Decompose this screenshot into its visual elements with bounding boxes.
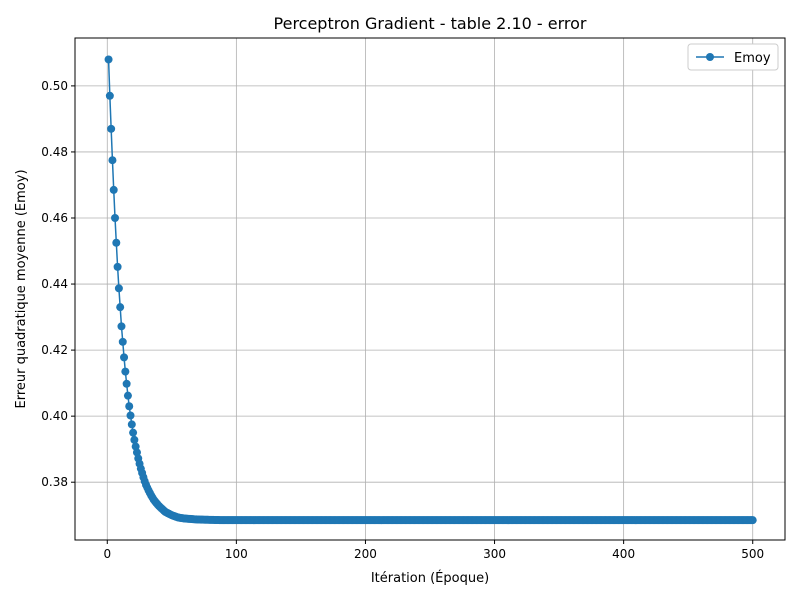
data-point	[109, 185, 118, 194]
data-point	[113, 262, 122, 271]
data-point	[121, 367, 130, 376]
chart-title: Perceptron Gradient - table 2.10 - error	[274, 14, 587, 33]
y-tick-label: 0.46	[41, 211, 68, 225]
data-point	[105, 91, 114, 100]
data-point	[120, 353, 129, 362]
legend-box	[687, 43, 779, 71]
data-point	[131, 442, 140, 451]
data-point	[127, 420, 136, 429]
data-point	[122, 379, 131, 388]
series-layer	[104, 55, 757, 525]
data-point	[114, 284, 123, 293]
x-axis-ticks: 0 100 200 300 400 500	[103, 540, 764, 561]
x-tick-label: 300	[483, 547, 506, 561]
y-tick-label: 0.48	[41, 145, 68, 159]
y-tick-label: 0.40	[41, 409, 68, 423]
data-point	[748, 516, 757, 525]
plot-frame	[74, 37, 786, 541]
y-tick-label: 0.42	[41, 343, 68, 357]
x-tick-label: 100	[225, 547, 248, 561]
data-point	[116, 303, 125, 312]
data-point	[117, 322, 126, 331]
y-axis-ticks: 0.38 0.40 0.42 0.44 0.46 0.48 0.50	[41, 79, 75, 489]
legend: Emoy	[687, 43, 779, 71]
data-point	[108, 156, 117, 165]
x-tick-label: 0	[103, 547, 111, 561]
data-point	[112, 238, 121, 247]
data-point	[107, 124, 116, 133]
y-tick-label: 0.38	[41, 475, 68, 489]
x-tick-label: 500	[741, 547, 764, 561]
data-point	[125, 402, 134, 411]
data-point	[129, 428, 138, 437]
grid	[75, 38, 785, 540]
data-point	[126, 411, 135, 420]
y-tick-label: 0.50	[41, 79, 68, 93]
data-point	[132, 448, 141, 457]
x-tick-label: 200	[354, 547, 377, 561]
data-point	[123, 391, 132, 400]
y-tick-label: 0.44	[41, 277, 68, 291]
data-point	[130, 435, 139, 444]
x-tick-label: 400	[612, 547, 635, 561]
legend-marker-emoy	[706, 53, 714, 61]
legend-label-emoy: Emoy	[734, 51, 771, 66]
data-point	[111, 213, 120, 222]
y-axis-label: Erreur quadratique moyenne (Emoy)	[14, 169, 29, 408]
data-point	[104, 55, 113, 64]
data-point	[118, 337, 127, 346]
x-axis-label: Itération (Époque)	[371, 570, 489, 586]
